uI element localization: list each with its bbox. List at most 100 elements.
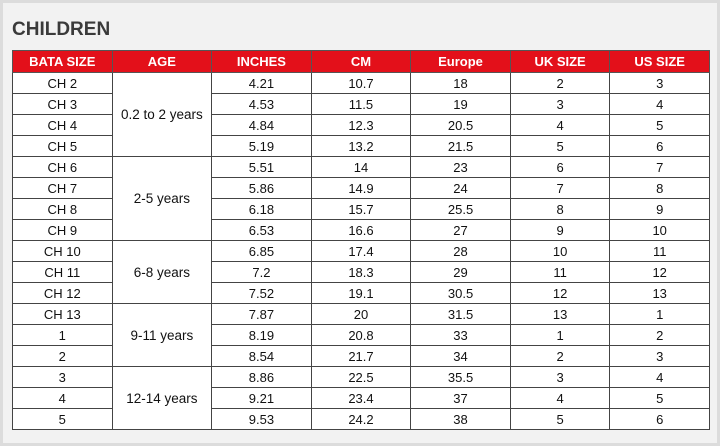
cell: 1 (609, 303, 710, 325)
table-row: 4 9.21 23.4 37 4 5 (12, 387, 710, 409)
cell: 3 (509, 93, 611, 115)
cell: 9 (509, 219, 611, 241)
table-row: CH 9 6.53 16.6 27 9 10 (12, 219, 710, 241)
column-header: BATA SIZE (12, 50, 113, 73)
cell: 28 (410, 240, 511, 262)
cell: 24 (410, 177, 511, 199)
cell: 1 (509, 324, 611, 346)
cell: CH 9 (12, 219, 113, 241)
cell: 5 (509, 135, 611, 157)
cell: CH 4 (12, 114, 113, 136)
table-row: CH 7 5.86 14.9 24 7 8 (12, 177, 710, 199)
cell: 25.5 (410, 198, 511, 220)
cell: CH 10 (12, 240, 113, 262)
cell: 3 (12, 366, 113, 388)
cell: 4.21 (211, 72, 312, 94)
cell: 4 (509, 114, 611, 136)
cell: 20 (310, 303, 412, 325)
cell: 23 (410, 156, 511, 178)
cell: 4.84 (211, 114, 312, 136)
cell: 11 (509, 261, 611, 283)
cell: 14 (310, 156, 412, 178)
cell: 35.5 (410, 366, 511, 388)
table-row: CH 8 6.18 15.7 25.5 8 9 (12, 198, 710, 220)
cell: 2 (509, 72, 611, 94)
cell: 6.53 (211, 219, 312, 241)
cell: 33 (410, 324, 511, 346)
cell: 6 (609, 408, 710, 430)
cell: 9.21 (211, 387, 312, 409)
cell: 23.4 (310, 387, 412, 409)
cell: 4.53 (211, 93, 312, 115)
cell: 14.9 (310, 177, 412, 199)
cell: 11.5 (310, 93, 412, 115)
table-row: CH 10 6-8 years 6.85 17.4 28 10 11 (12, 240, 710, 304)
cell: CH 7 (12, 177, 113, 199)
cell: 13.2 (310, 135, 412, 157)
cell: 6 (509, 156, 611, 178)
panel: CHILDREN BATA SIZE AGE INCHES CM Europe UK SI… (3, 3, 717, 443)
age-cell: 2-5 years (111, 156, 213, 241)
cell: 8 (509, 198, 611, 220)
cell: 8.86 (211, 366, 312, 388)
cell: 6.85 (211, 240, 312, 262)
cell: 21.7 (310, 345, 412, 367)
cell: 8.54 (211, 345, 312, 367)
cell: 13 (609, 282, 710, 304)
table-row: CH 13 9-11 years 7.87 20 31.5 13 1 (12, 303, 710, 367)
table-body: CH 2 0.2 to 2 years 4.21 10.7 18 2 3 CH 3 4.53 11… (12, 72, 710, 430)
age-cell: 12-14 years (111, 366, 213, 430)
cell: 22.5 (310, 366, 412, 388)
column-header: INCHES (211, 50, 312, 73)
size-table: BATA SIZE AGE INCHES CM Europe UK SIZE US SIZE… (12, 50, 710, 430)
cell: 3 (609, 72, 710, 94)
cell: 15.7 (310, 198, 412, 220)
table-row: CH 6 2-5 years 5.51 14 23 6 7 (12, 156, 710, 241)
cell: 4 (609, 93, 710, 115)
cell: 18.3 (310, 261, 412, 283)
cell: 3 (609, 345, 710, 367)
cell: 20.5 (410, 114, 511, 136)
cell: 6 (609, 135, 710, 157)
column-header: CM (310, 50, 412, 73)
header-row: BATA SIZE AGE INCHES CM Europe UK SIZE US SIZE (12, 50, 710, 73)
cell: 10.7 (310, 72, 412, 94)
cell: 37 (410, 387, 511, 409)
cell: 11 (609, 240, 710, 262)
cell: 17.4 (310, 240, 412, 262)
cell: CH 11 (12, 261, 113, 283)
cell: 9.53 (211, 408, 312, 430)
cell: 7.87 (211, 303, 312, 325)
cell: 29 (410, 261, 511, 283)
cell: CH 5 (12, 135, 113, 157)
title: CHILDREN (12, 19, 111, 40)
cell: 21.5 (410, 135, 511, 157)
cell: 5.86 (211, 177, 312, 199)
cell: CH 13 (12, 303, 113, 325)
cell: CH 3 (12, 93, 113, 115)
cell: 10 (509, 240, 611, 262)
cell: 5.51 (211, 156, 312, 178)
column-header: AGE (111, 50, 213, 73)
cell: 10 (609, 219, 710, 241)
cell: 6.18 (211, 198, 312, 220)
cell: 7 (609, 156, 710, 178)
cell: 3 (509, 366, 611, 388)
age-cell: 0.2 to 2 years (111, 72, 213, 157)
column-header: UK SIZE (509, 50, 611, 73)
table-row: 5 9.53 24.2 38 5 6 (12, 408, 710, 430)
cell: CH 8 (12, 198, 113, 220)
cell: 19.1 (310, 282, 412, 304)
cell: 38 (410, 408, 511, 430)
cell: 9 (609, 198, 710, 220)
cell: 31.5 (410, 303, 511, 325)
cell: 19 (410, 93, 511, 115)
cell: 2 (609, 324, 710, 346)
cell: 12 (509, 282, 611, 304)
cell: 2 (509, 345, 611, 367)
column-header: Europe (410, 50, 511, 73)
table-row: 3 12-14 years 8.86 22.5 35.5 3 4 (12, 366, 710, 430)
cell: 4 (12, 387, 113, 409)
cell: CH 2 (12, 72, 113, 94)
